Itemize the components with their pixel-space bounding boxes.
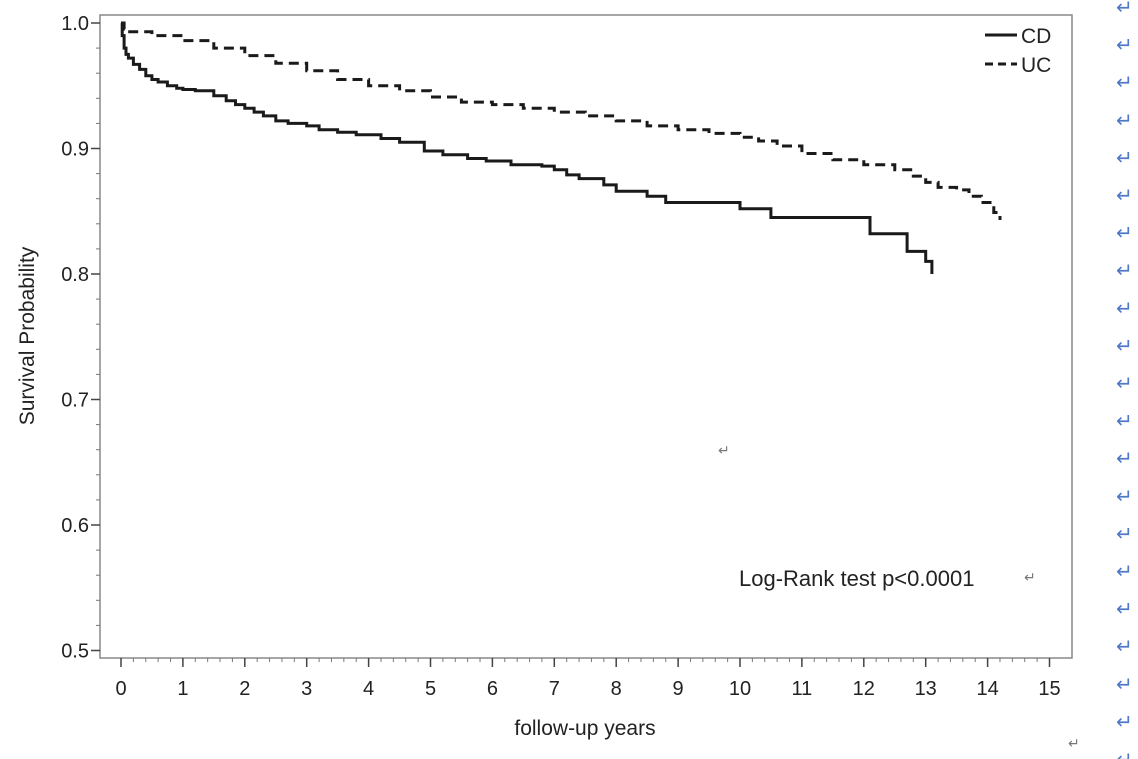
x-tick-label: 13 xyxy=(915,678,937,700)
paragraph-mark: ↵ xyxy=(1116,634,1133,658)
paragraph-mark: ↵ xyxy=(1116,559,1133,583)
x-tick-label: 10 xyxy=(729,678,751,700)
paragraph-mark: ↵ xyxy=(1116,108,1133,132)
paragraph-mark: ↵ xyxy=(1116,0,1133,19)
paragraph-mark: ↵ xyxy=(1116,672,1133,696)
x-tick-label: 4 xyxy=(363,678,374,700)
paragraph-mark: ↵ xyxy=(1116,521,1133,545)
log-rank-annotation: Log-Rank test p<0.0001 xyxy=(739,566,974,591)
x-tick-label: 12 xyxy=(853,678,875,700)
x-tick-label: 2 xyxy=(239,678,250,700)
x-tick-label: 5 xyxy=(425,678,436,700)
y-tick-label: 0.8 xyxy=(61,264,89,286)
legend-cd-label: CD xyxy=(1021,25,1051,48)
series-uc-curve xyxy=(121,21,1002,220)
legend: CD UC xyxy=(985,25,1051,77)
paragraph-mark: ↵ xyxy=(1116,484,1133,508)
x-tick-label: 7 xyxy=(549,678,560,700)
x-tick-label: 1 xyxy=(177,678,188,700)
annotation-return-mark: ↵ xyxy=(1024,570,1036,586)
x-axis: 0 1 2 3 4 5 6 7 8 9 10 11 12 13 14 15 xyxy=(115,658,1061,700)
plot-frame xyxy=(99,14,1073,659)
paragraph-mark: ↵ xyxy=(1116,33,1133,57)
y-tick-label: 0.7 xyxy=(61,390,89,412)
paragraph-mark: ↵ xyxy=(1116,446,1133,470)
x-tick-label: 14 xyxy=(976,678,998,700)
paragraph-mark: ↵ xyxy=(1116,183,1133,207)
paragraph-mark: ↵ xyxy=(1116,145,1133,169)
y-axis: 0.5 0.6 0.7 0.8 0.9 1.0 xyxy=(61,13,100,663)
paragraph-mark: ↵ xyxy=(1116,709,1133,733)
paragraph-mark: ↵ xyxy=(1116,333,1133,357)
x-tick-label: 8 xyxy=(611,678,622,700)
paragraph-mark: ↵ xyxy=(1116,70,1133,94)
y-tick-label: 1.0 xyxy=(61,13,89,35)
stray-return-mark: ↵ xyxy=(718,443,730,459)
paragraph-mark: ↵ xyxy=(1116,371,1133,395)
x-tick-label: 3 xyxy=(301,678,312,700)
paragraph-marks: ↵ ↵ ↵ ↵ ↵ ↵ ↵ ↵ ↵ ↵ ↵ ↵ ↵ ↵ ↵ ↵ ↵ ↵ ↵ ↵ ↵ xyxy=(1116,0,1133,759)
x-axis-title: follow-up years xyxy=(514,717,655,740)
paragraph-mark: ↵ xyxy=(1116,258,1133,282)
paragraph-mark: ↵ xyxy=(1116,597,1133,621)
x-tick-label: 9 xyxy=(673,678,684,700)
x-tick-label: 6 xyxy=(487,678,498,700)
paragraph-mark: ↵ xyxy=(1116,409,1133,433)
y-tick-label: 0.5 xyxy=(61,641,89,663)
x-tick-label: 0 xyxy=(115,678,126,700)
y-axis-title: Survival Probability xyxy=(16,246,39,425)
paragraph-mark: ↵ xyxy=(1116,296,1133,320)
series-cd-curve xyxy=(120,21,934,274)
paragraph-mark: ↵ xyxy=(1116,747,1133,759)
x-tick-label: 11 xyxy=(792,678,813,700)
corner-return-mark: ↵ xyxy=(1068,736,1080,752)
x-tick-label: 15 xyxy=(1038,678,1060,700)
y-tick-label: 0.6 xyxy=(61,515,89,537)
series-layer xyxy=(120,21,1002,274)
legend-uc-label: UC xyxy=(1021,54,1051,77)
paragraph-mark: ↵ xyxy=(1116,221,1133,245)
y-tick-label: 0.9 xyxy=(61,139,89,161)
